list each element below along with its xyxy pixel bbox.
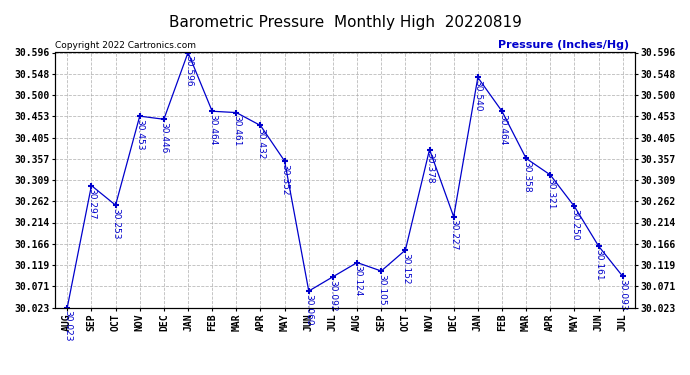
Text: 30.378: 30.378: [425, 152, 435, 184]
Text: 30.464: 30.464: [208, 114, 217, 146]
Text: 30.023: 30.023: [63, 310, 72, 342]
Text: 30.432: 30.432: [256, 128, 266, 160]
Text: 30.446: 30.446: [159, 122, 169, 153]
Text: 30.161: 30.161: [594, 249, 604, 280]
Text: 30.092: 30.092: [328, 280, 338, 311]
Text: 30.596: 30.596: [184, 55, 193, 87]
Text: 30.093: 30.093: [618, 279, 628, 311]
Text: 30.453: 30.453: [135, 119, 145, 150]
Text: 30.250: 30.250: [570, 209, 580, 241]
Text: 30.461: 30.461: [232, 116, 241, 147]
Text: 30.464: 30.464: [497, 114, 507, 146]
Text: 30.253: 30.253: [111, 208, 121, 239]
Text: 30.352: 30.352: [280, 164, 290, 195]
Text: 30.321: 30.321: [546, 178, 555, 209]
Text: Barometric Pressure  Monthly High  20220819: Barometric Pressure Monthly High 2022081…: [168, 15, 522, 30]
Text: 30.060: 30.060: [304, 294, 314, 326]
Text: 30.152: 30.152: [401, 253, 411, 284]
Text: 30.227: 30.227: [449, 219, 459, 251]
Text: 30.124: 30.124: [353, 266, 362, 297]
Text: Copyright 2022 Cartronics.com: Copyright 2022 Cartronics.com: [55, 41, 196, 50]
Text: 30.358: 30.358: [522, 161, 531, 193]
Text: 30.297: 30.297: [87, 188, 97, 220]
Text: Pressure (Inches/Hg): Pressure (Inches/Hg): [498, 40, 629, 50]
Text: 30.540: 30.540: [473, 80, 483, 112]
Text: 30.105: 30.105: [377, 274, 386, 305]
